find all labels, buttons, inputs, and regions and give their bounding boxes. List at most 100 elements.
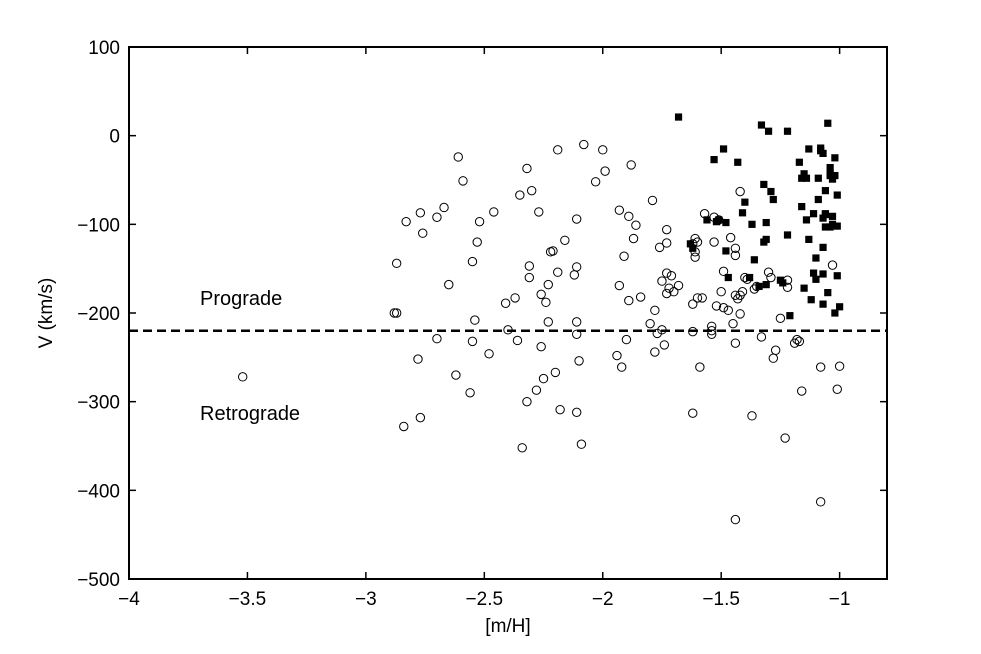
data-point-square (800, 284, 808, 292)
data-point-circle (730, 243, 741, 253)
x-axis-label: [m/H] (485, 616, 530, 637)
data-point-square (786, 312, 794, 320)
data-point-square (741, 198, 749, 206)
data-point-square (807, 296, 815, 304)
data-point-circle (654, 242, 665, 253)
data-point-circle (650, 305, 660, 316)
data-point-square (802, 216, 811, 224)
data-point-circle (718, 266, 729, 277)
y-tick-label: 0 (109, 127, 120, 148)
data-point-circle (512, 335, 523, 346)
data-point-square (722, 247, 730, 255)
data-point-square (710, 156, 718, 164)
data-point-square (762, 281, 770, 289)
data-point-circle (690, 252, 700, 262)
data-point-square (769, 195, 777, 204)
y-axis-label: V (km/s) (36, 278, 57, 349)
data-point-square (828, 220, 837, 228)
data-point-circle (432, 212, 442, 222)
data-point-circle (391, 308, 402, 318)
data-point-circle (728, 318, 738, 329)
data-point-circle (645, 318, 655, 329)
data-point-square (738, 209, 747, 217)
data-point-circle (782, 282, 793, 292)
data-point-square (800, 170, 808, 178)
data-point-circle (775, 313, 786, 324)
data-point-circle (650, 347, 660, 357)
data-point-square (819, 149, 827, 157)
data-point-square (795, 158, 803, 166)
data-point-circle (415, 412, 426, 423)
data-point-circle (612, 350, 622, 361)
data-point-square (814, 195, 822, 204)
annotation-prograde: Prograde (200, 288, 282, 310)
data-point-circle (510, 293, 520, 303)
data-point-square (674, 113, 683, 121)
data-point-circle (827, 260, 838, 270)
data-point-circle (522, 163, 532, 174)
data-point-square (817, 144, 825, 152)
x-tick-label: −1.5 (702, 589, 740, 610)
data-point-circle (474, 216, 485, 227)
data-point-circle (579, 139, 589, 150)
data-point-square (724, 273, 732, 282)
data-point-circle (692, 293, 703, 303)
data-point-square (719, 145, 728, 153)
data-point-circle (439, 202, 449, 213)
y-tick-label: −400 (77, 481, 120, 502)
data-point-circle (688, 408, 698, 418)
data-point-circle (709, 237, 719, 247)
data-point-square (798, 174, 806, 182)
data-point-circle (730, 250, 741, 261)
data-point-square (779, 279, 787, 287)
data-point-circle (780, 433, 790, 443)
data-point-square (821, 187, 830, 195)
x-tick-label: −2.5 (466, 589, 504, 610)
data-point-circle (657, 276, 667, 286)
data-point-circle (548, 246, 558, 256)
data-point-circle (664, 283, 674, 293)
data-point-circle (550, 367, 561, 378)
data-point-square (715, 216, 723, 224)
data-point-circle (619, 251, 629, 261)
data-point-square (764, 127, 773, 135)
data-point-square (686, 240, 694, 248)
data-point-circle (524, 272, 535, 283)
data-point-circle (635, 292, 646, 302)
data-point-square (821, 210, 830, 218)
data-point-square (805, 235, 813, 244)
y-tick-label: −300 (77, 393, 120, 414)
data-point-circle (673, 280, 684, 291)
data-point-circle (574, 356, 584, 366)
data-point-square (762, 218, 770, 227)
data-point-square (819, 270, 827, 278)
data-point-circle (834, 361, 845, 371)
data-point-circle (662, 288, 672, 299)
data-point-circle (770, 345, 781, 355)
plot-background (129, 47, 887, 579)
data-point-square (821, 223, 830, 231)
data-point-circle (571, 317, 582, 327)
data-point-circle (453, 152, 463, 162)
data-point-circle (399, 421, 409, 432)
data-point-circle (730, 338, 741, 348)
data-point-circle (794, 336, 805, 347)
data-point-circle (815, 362, 826, 372)
data-point-square (689, 244, 697, 252)
data-point-circle (718, 302, 729, 313)
data-point-circle (524, 261, 535, 271)
data-point-circle (756, 332, 767, 342)
y-tick-label: −100 (77, 215, 120, 236)
data-point-circle (467, 256, 478, 267)
data-point-square (755, 282, 763, 290)
data-point-circle (797, 386, 807, 396)
data-point-circle (401, 216, 411, 227)
data-point-square (798, 203, 806, 211)
data-point-square (819, 300, 827, 308)
data-point-square (746, 273, 754, 282)
data-point-circle (707, 329, 717, 339)
data-point-circle (534, 207, 544, 217)
data-point-circle (735, 186, 745, 197)
data-point-circle (832, 384, 842, 394)
